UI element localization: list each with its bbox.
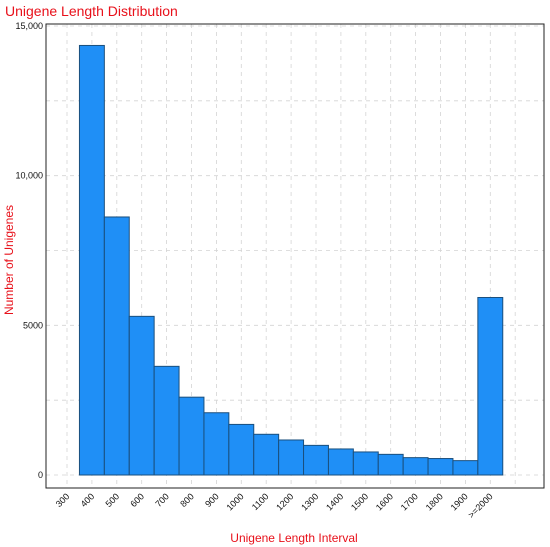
x-tick-label: 1600	[374, 491, 395, 512]
x-tick-labels: 300 400 500 600 700 800 900 1000 1100 1200 1300 140…	[54, 491, 495, 520]
x-tick-label: 300	[54, 491, 72, 509]
y-tick-label: 5000	[23, 320, 43, 330]
x-tick-label: 1500	[349, 491, 370, 512]
bar	[203, 412, 230, 476]
bar	[253, 433, 280, 476]
x-tick-label: 1800	[424, 491, 445, 512]
bar	[477, 296, 504, 476]
y-tick-label: 10,000	[15, 171, 43, 181]
y-tick-label: 15,000	[15, 21, 43, 31]
x-tick-label: 1100	[250, 491, 271, 512]
bar	[402, 457, 429, 476]
x-tick-label: 700	[153, 491, 171, 509]
bar	[452, 460, 479, 476]
x-tick-label: 600	[128, 491, 146, 509]
bar-layer	[78, 44, 504, 476]
bar	[228, 423, 255, 476]
bar	[153, 365, 180, 476]
chart-title: Unigene Length Distribution	[5, 3, 178, 19]
y-axis-title: Number of Unigenes	[2, 205, 16, 315]
bar	[278, 439, 305, 476]
x-tick-label: 500	[104, 491, 122, 509]
x-tick-label: 900	[203, 491, 221, 509]
x-tick-label: 1400	[324, 491, 345, 512]
x-tick-label: 1200	[274, 491, 295, 512]
y-tick-labels: 0 5000 10,000 15,000	[15, 21, 43, 480]
bar	[352, 451, 379, 476]
x-tick-label: 1000	[224, 491, 245, 512]
bar	[178, 396, 205, 476]
bar	[303, 444, 329, 476]
x-tick-label: 400	[79, 491, 97, 509]
bar	[427, 458, 454, 476]
bar	[327, 448, 354, 476]
x-tick-label: 1700	[399, 491, 420, 512]
bar	[103, 216, 130, 476]
bar	[128, 315, 155, 476]
x-tick-label: 1900	[449, 491, 470, 512]
x-tick-label: 800	[178, 491, 196, 509]
x-tick-label: >=2000	[466, 491, 495, 520]
y-tick-label: 0	[38, 470, 43, 480]
x-axis-title: Unigene Length Interval	[230, 531, 357, 545]
x-tick-label: 1300	[299, 491, 320, 512]
bar	[377, 453, 404, 476]
bar	[78, 44, 105, 476]
plot-frame	[45, 23, 545, 489]
